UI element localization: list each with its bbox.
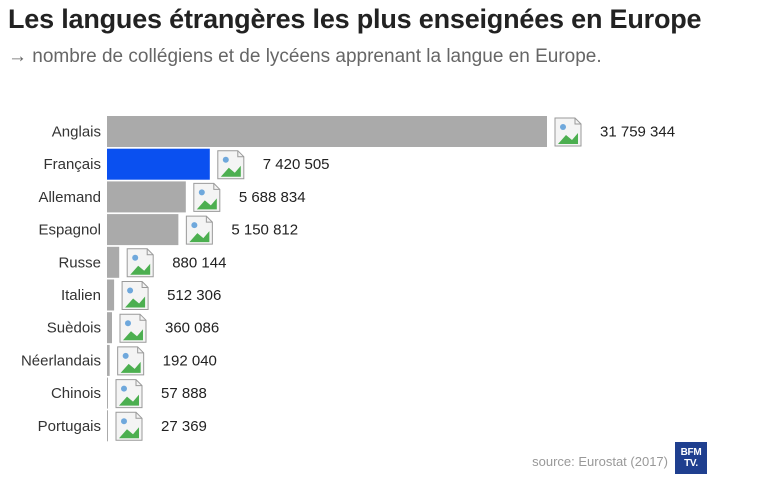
icon-hill xyxy=(125,296,146,308)
value-label-russe: 880 144 xyxy=(172,254,226,271)
bar-chinois xyxy=(107,377,108,409)
value-label-suedois: 360 086 xyxy=(165,320,219,337)
broken-image-icon xyxy=(185,215,213,245)
bar-neerlandais xyxy=(107,344,110,376)
bar-allemand xyxy=(107,181,186,213)
icon-fold xyxy=(135,379,142,387)
icon-hill xyxy=(122,329,143,341)
icon-hill xyxy=(130,263,151,275)
value-label-portugais: 27 369 xyxy=(161,418,207,435)
icon-sun xyxy=(560,124,566,130)
icon-fold xyxy=(135,412,142,419)
broken-image-icon xyxy=(193,182,221,212)
icon-fold xyxy=(141,281,149,288)
icon-hill xyxy=(119,427,139,439)
category-label-espagnol: Espagnol xyxy=(38,222,101,239)
value-label-chinois: 57 888 xyxy=(161,385,207,402)
icon-fold xyxy=(146,248,154,256)
bar-espagnol xyxy=(107,214,179,246)
category-label-anglais: Anglais xyxy=(52,124,101,141)
icon-hill xyxy=(189,231,210,243)
icon-fold xyxy=(137,346,144,354)
broken-image-icon xyxy=(119,313,147,343)
icon-sun xyxy=(222,156,229,163)
icon-hill xyxy=(119,394,139,406)
category-label-francais: Français xyxy=(43,156,101,173)
category-label-russe: Russe xyxy=(58,254,101,271)
icon-sun xyxy=(132,254,139,261)
broken-image-icon xyxy=(115,411,143,441)
icon-sun xyxy=(124,320,131,327)
icon-fold xyxy=(139,314,146,321)
icon-sun xyxy=(127,287,134,294)
category-label-allemand: Allemand xyxy=(38,189,101,206)
icon-hill xyxy=(196,198,217,210)
icon-fold xyxy=(237,150,244,158)
broken-image-icon xyxy=(117,346,145,376)
bar-italien xyxy=(107,279,115,311)
category-label-neerlandais: Néerlandais xyxy=(21,352,101,369)
chart-title: Les langues étrangères les plus enseigné… xyxy=(8,4,702,34)
icon-sun xyxy=(121,418,127,425)
icon-hill xyxy=(558,133,578,144)
value-label-francais: 7 420 505 xyxy=(263,156,330,173)
icon-fold xyxy=(205,216,213,223)
broken-image-icon xyxy=(115,379,143,409)
broken-image-icon xyxy=(217,150,245,180)
value-label-anglais: 31 759 344 xyxy=(600,124,675,141)
icon-sun xyxy=(121,385,127,392)
icon-fold xyxy=(574,118,581,125)
bar-anglais xyxy=(107,116,547,147)
category-label-suedois: Suèdois xyxy=(47,320,101,337)
bar-portugais xyxy=(107,410,108,442)
value-label-neerlandais: 192 040 xyxy=(163,352,217,369)
value-label-espagnol: 5 150 812 xyxy=(231,222,298,239)
value-label-allemand: 5 688 834 xyxy=(239,189,306,206)
bar-suedois xyxy=(107,312,112,344)
value-label-italien: 512 306 xyxy=(167,287,221,304)
bfmtv-logo: BFM TV. xyxy=(675,442,707,474)
bar-francais xyxy=(107,148,210,180)
broken-image-icon xyxy=(126,248,154,278)
icon-sun xyxy=(198,189,205,196)
category-label-portugais: Portugais xyxy=(38,418,101,435)
category-label-chinois: Chinois xyxy=(51,385,101,402)
broken-image-icon xyxy=(121,281,149,310)
icon-fold xyxy=(213,183,220,190)
icon-hill xyxy=(120,361,141,373)
chart-subtitle: → nombre de collégiens et de lycéens app… xyxy=(8,46,602,67)
bar-russe xyxy=(107,246,120,278)
icon-sun xyxy=(191,222,198,229)
source-note: source: Eurostat (2017) xyxy=(532,454,668,469)
category-label-italien: Italien xyxy=(61,287,101,304)
broken-image-icon xyxy=(554,117,582,147)
icon-sun xyxy=(122,352,129,359)
icon-hill xyxy=(220,165,241,177)
